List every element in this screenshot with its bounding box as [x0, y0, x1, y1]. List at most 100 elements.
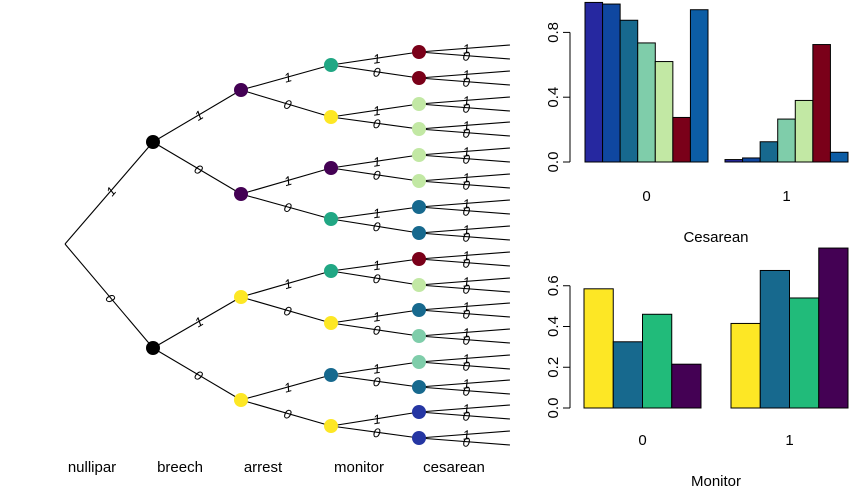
- tree-node-cesarean: [412, 200, 426, 214]
- tree-edge: [418, 77, 511, 86]
- edge-label: 0: [192, 367, 207, 384]
- tree-node-breech: [146, 135, 160, 149]
- edge-label: 0: [462, 281, 471, 297]
- edge-label: 1: [462, 222, 470, 238]
- tree-node-monitor: [324, 368, 338, 382]
- tree-edge: [330, 167, 420, 182]
- bar: [619, 19, 639, 163]
- bar: [583, 288, 614, 409]
- tree-edge: [152, 141, 242, 195]
- edge-label: 0: [462, 332, 471, 348]
- tree-edge: [418, 154, 511, 163]
- tree-edge: [330, 51, 420, 66]
- tree-edge: [418, 103, 511, 112]
- edge-label: 0: [282, 303, 294, 320]
- tree-node-cesarean: [412, 97, 426, 111]
- edge-label: 0: [372, 167, 382, 183]
- tree-edge: [418, 404, 511, 413]
- edge-label: 1: [192, 107, 206, 124]
- tree-edge: [418, 70, 511, 79]
- tree-edge: [330, 322, 420, 337]
- tree-edge: [240, 89, 332, 118]
- y-tick-label: 0.4: [545, 87, 562, 108]
- tree-edge: [418, 335, 511, 344]
- bar: [689, 9, 709, 163]
- bar: [818, 247, 849, 409]
- bar: [812, 44, 831, 163]
- edge-label: 1: [282, 173, 293, 189]
- tree-node-monitor: [324, 161, 338, 175]
- bar: [584, 1, 604, 163]
- bar: [672, 116, 691, 163]
- bar: [742, 157, 761, 163]
- level-label-cesarean: cesarean: [423, 459, 485, 476]
- event-tree: 1010101010101010101010101010101010101010…: [64, 41, 511, 476]
- edge-label: 1: [462, 401, 470, 417]
- tree-node-cesarean: [412, 278, 426, 292]
- edge-label: 0: [372, 64, 382, 80]
- group-label: 1: [785, 432, 793, 449]
- tree-edge: [418, 328, 511, 337]
- x-axis-label: Cesarean: [683, 229, 748, 246]
- edge-label: 1: [282, 379, 293, 395]
- tree-edge: [152, 89, 242, 143]
- tree-edge: [330, 64, 420, 79]
- tree-node-monitor: [324, 212, 338, 226]
- tree-node-cesarean: [412, 226, 426, 240]
- tree-edge: [418, 361, 511, 370]
- edge-label: 0: [192, 161, 207, 178]
- tree-node-monitor: [324, 264, 338, 278]
- tree-edge: [418, 96, 511, 105]
- bar: [612, 341, 643, 409]
- tree-edge: [240, 399, 332, 427]
- edge-label: 0: [462, 408, 471, 424]
- tree-node-cesarean: [412, 355, 426, 369]
- edge-label: 1: [462, 170, 470, 186]
- tree-edge: [418, 128, 511, 137]
- tree-edge: [64, 243, 154, 349]
- edge-label: 1: [372, 154, 381, 170]
- tree-edge: [330, 270, 420, 286]
- x-axis-label: Monitor: [691, 473, 741, 490]
- group-label: 0: [638, 432, 646, 449]
- tree-edge: [330, 218, 420, 234]
- tree-edge: [240, 270, 332, 298]
- edge-label: 1: [282, 69, 293, 85]
- edge-label: 0: [462, 74, 471, 90]
- edge-label: 0: [462, 151, 471, 167]
- edge-label: 1: [462, 299, 470, 315]
- edge-label: 0: [462, 434, 471, 450]
- tree-edge: [418, 121, 511, 130]
- edge-label: 0: [282, 406, 294, 423]
- edge-label: 1: [372, 205, 381, 221]
- edge-label: 1: [282, 276, 293, 292]
- tree-node-cesarean: [412, 252, 426, 266]
- edge-label: 1: [462, 376, 470, 392]
- bar: [794, 99, 814, 163]
- bar: [642, 313, 673, 409]
- tree-edge: [418, 284, 511, 293]
- bar: [730, 322, 761, 409]
- edge-label: 1: [462, 67, 470, 83]
- edge-label: 0: [462, 306, 471, 322]
- tree-node-cesarean: [412, 71, 426, 85]
- y-tick-label: 0.0: [545, 398, 562, 419]
- tree-edge: [418, 302, 511, 311]
- edge-label: 0: [462, 255, 471, 271]
- edge-label: 0: [462, 177, 471, 193]
- level-label-nullipar: nullipar: [68, 459, 116, 476]
- edge-label: 0: [372, 271, 382, 287]
- tree-edge: [240, 374, 332, 401]
- tree-edge: [418, 386, 511, 395]
- tree-node-cesarean: [412, 380, 426, 394]
- edge-label: 1: [192, 314, 206, 331]
- edge-label: 1: [372, 361, 381, 377]
- bar: [724, 159, 744, 163]
- edge-label: 1: [372, 103, 381, 119]
- bar: [637, 42, 656, 163]
- tree-edge: [330, 103, 420, 118]
- tree-edge: [418, 44, 511, 53]
- edge-label: 1: [372, 257, 381, 273]
- edge-label: 1: [462, 248, 470, 264]
